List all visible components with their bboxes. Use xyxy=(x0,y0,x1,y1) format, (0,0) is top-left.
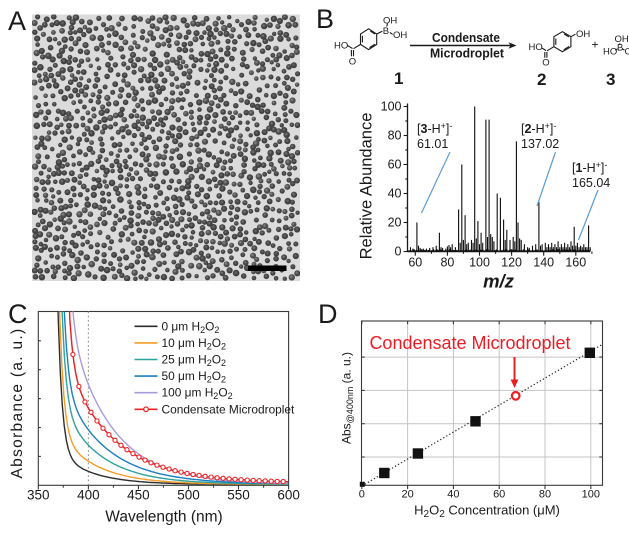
svg-text:C: C xyxy=(8,299,28,329)
svg-text:OH: OH xyxy=(576,29,590,40)
svg-text:10 μm H2O2: 10 μm H2O2 xyxy=(162,336,226,352)
svg-text:OH: OH xyxy=(615,34,629,45)
svg-text:A: A xyxy=(8,6,26,36)
svg-text:Condensate: Condensate xyxy=(432,30,500,45)
svg-text:40: 40 xyxy=(447,489,459,501)
svg-text:Absorbance (a. u.): Absorbance (a. u.) xyxy=(9,328,26,479)
svg-text:1: 1 xyxy=(394,69,403,88)
svg-text:Wavelength (nm): Wavelength (nm) xyxy=(105,509,222,526)
svg-text:3: 3 xyxy=(606,70,615,89)
svg-text:50 μm H2O2: 50 μm H2O2 xyxy=(162,369,226,385)
svg-text:500: 500 xyxy=(177,488,200,503)
svg-text:D: D xyxy=(318,299,338,329)
svg-text:OH: OH xyxy=(625,47,629,58)
svg-text:[2-H+]-: [2-H+]- xyxy=(521,121,556,136)
svg-text:OH: OH xyxy=(383,16,397,27)
svg-text:20: 20 xyxy=(388,216,402,230)
svg-text:40: 40 xyxy=(388,187,402,201)
svg-text:25 μm H2O2: 25 μm H2O2 xyxy=(162,353,226,369)
svg-text:350: 350 xyxy=(27,488,50,503)
svg-text:B: B xyxy=(316,4,334,34)
svg-text:0: 0 xyxy=(359,489,365,501)
svg-text:100: 100 xyxy=(469,256,490,270)
svg-text:60: 60 xyxy=(388,158,402,172)
svg-text:61.01: 61.01 xyxy=(417,137,448,151)
svg-text:60: 60 xyxy=(493,489,505,501)
svg-text:B: B xyxy=(383,26,389,37)
svg-text:+: + xyxy=(592,38,599,52)
svg-text:H2O2 Concentration (μM): H2O2 Concentration (μM) xyxy=(414,503,560,521)
svg-text:550: 550 xyxy=(227,488,250,503)
svg-text:100: 100 xyxy=(381,100,402,114)
svg-text:137.02: 137.02 xyxy=(521,137,559,151)
svg-text:160: 160 xyxy=(565,256,586,270)
svg-text:80: 80 xyxy=(388,129,402,143)
svg-text:600: 600 xyxy=(277,488,300,503)
svg-text:m/z: m/z xyxy=(483,271,515,292)
svg-text:0: 0 xyxy=(395,245,402,259)
svg-text:80: 80 xyxy=(440,256,454,270)
svg-text:Relative Abundance: Relative Abundance xyxy=(358,113,376,260)
svg-text:2: 2 xyxy=(537,70,546,89)
svg-text:HO: HO xyxy=(603,47,617,58)
svg-text:[3-H+]-: [3-H+]- xyxy=(417,121,452,136)
svg-text:Condensate Microdroplet: Condensate Microdroplet xyxy=(369,333,570,353)
svg-text:165.04: 165.04 xyxy=(572,176,610,190)
svg-text:O: O xyxy=(542,58,549,69)
svg-text:O: O xyxy=(349,57,356,68)
svg-text:20: 20 xyxy=(401,489,413,501)
svg-text:Abs@400nm (a. u.): Abs@400nm (a. u.) xyxy=(340,352,356,444)
svg-text:120: 120 xyxy=(501,256,522,270)
svg-text:140: 140 xyxy=(533,256,554,270)
svg-text:HO: HO xyxy=(334,40,348,51)
svg-text:80: 80 xyxy=(539,489,551,501)
svg-text:450: 450 xyxy=(127,488,150,503)
svg-text:100: 100 xyxy=(582,489,600,501)
svg-text:Microdroplet: Microdroplet xyxy=(430,46,505,61)
svg-text:0 μm H2O2: 0 μm H2O2 xyxy=(162,319,220,335)
svg-text:B: B xyxy=(617,43,623,54)
svg-text:OH: OH xyxy=(393,30,407,41)
svg-text:Condensate Microdroplet: Condensate Microdroplet xyxy=(162,402,296,416)
svg-text:100 μm H2O2: 100 μm H2O2 xyxy=(162,386,233,402)
svg-text:[1-H+]-: [1-H+]- xyxy=(572,160,607,175)
svg-text:60: 60 xyxy=(408,256,422,270)
svg-text:400: 400 xyxy=(77,488,100,503)
svg-text:HO: HO xyxy=(529,42,543,53)
